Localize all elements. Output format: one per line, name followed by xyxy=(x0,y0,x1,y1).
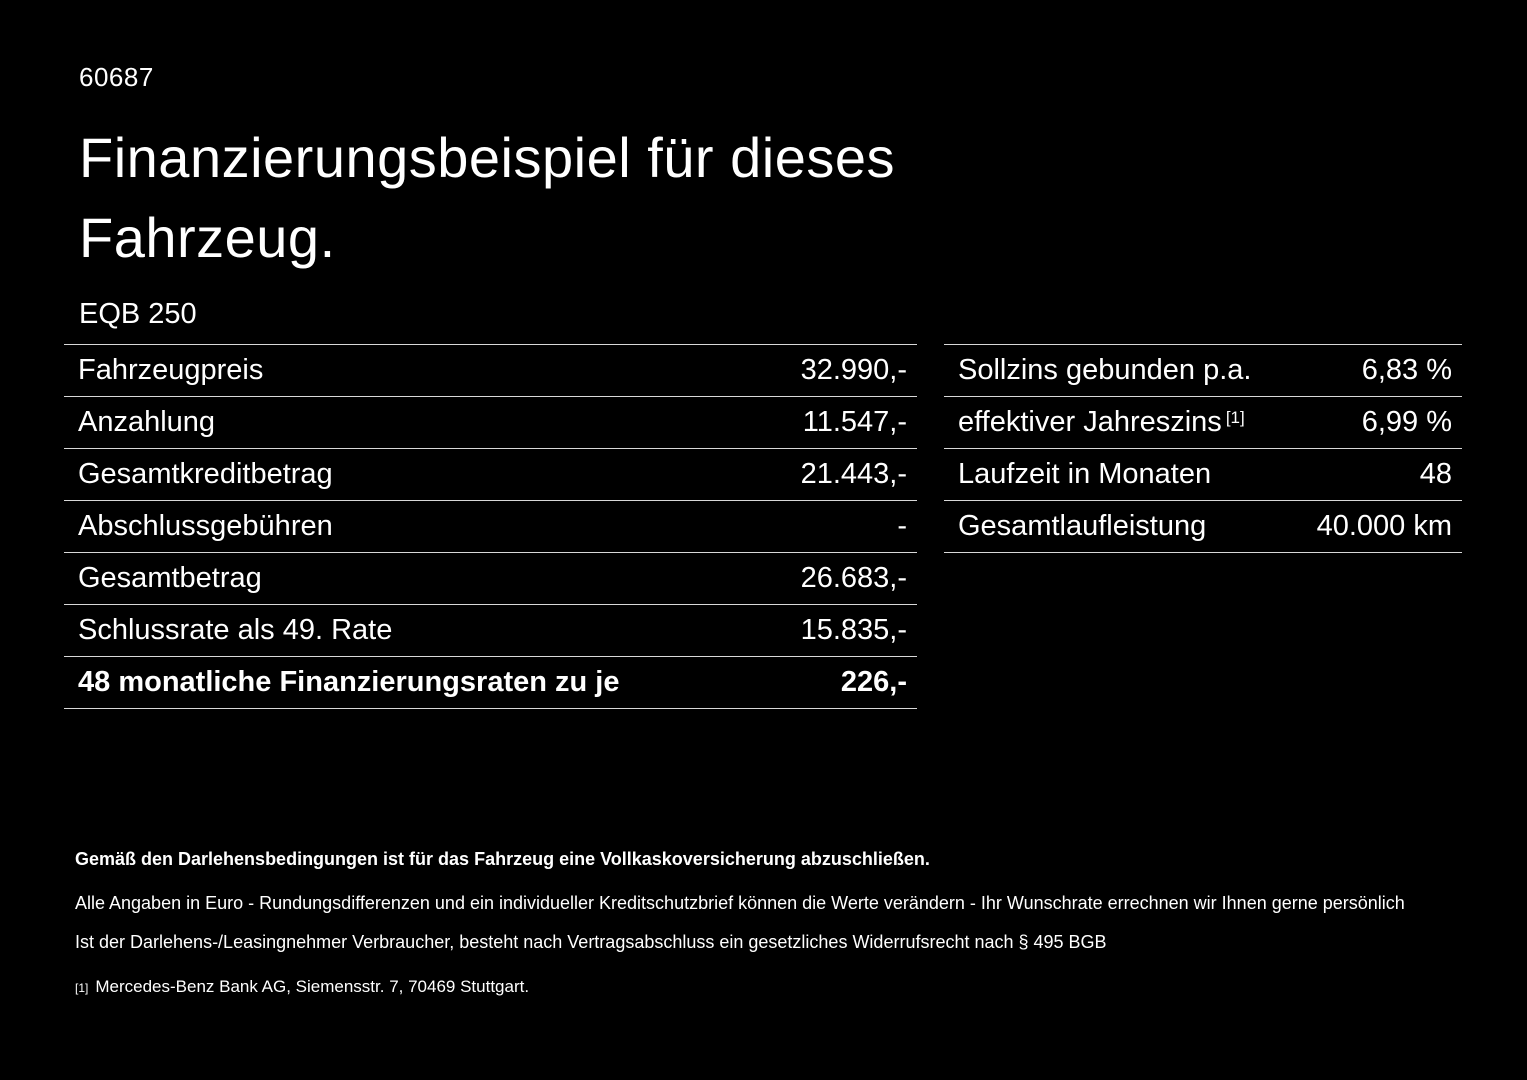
row-value: 21.443,- xyxy=(800,458,907,490)
footnote-marker: [1] xyxy=(1225,408,1245,427)
bank-footnote: [1] Mercedes-Benz Bank AG, Siemensstr. 7,… xyxy=(75,974,1455,1000)
row-label: Sollzins gebunden p.a. xyxy=(958,354,1255,387)
row-value: 26.683,- xyxy=(800,562,907,594)
withdrawal-note: Ist der Darlehens-/Leasingnehmer Verbrau… xyxy=(75,932,1107,952)
footnote-marker xyxy=(1206,512,1210,531)
row-value: 6,83 % xyxy=(1361,354,1452,386)
row-label: Anzahlung xyxy=(78,406,216,438)
row-value: 32.990,- xyxy=(800,354,907,386)
table-row: Gesamtkreditbetrag 21.443,- xyxy=(64,448,917,500)
page-id: 60687 xyxy=(79,62,154,92)
footnote-marker: [1] xyxy=(75,981,89,995)
row-label: Gesamtbetrag xyxy=(78,562,262,594)
row-value: 48 xyxy=(1419,458,1452,490)
footnote-marker xyxy=(1251,356,1255,375)
row-value: 40.000 km xyxy=(1316,510,1452,542)
footnote-marker xyxy=(1211,460,1215,479)
table-row: Fahrzeugpreis 32.990,- xyxy=(64,344,917,396)
row-value: 6,99 % xyxy=(1361,406,1452,438)
insurance-note: Gemäß den Darlehensbedingungen ist für d… xyxy=(75,849,930,869)
row-label: Gesamtlaufleistung xyxy=(958,510,1210,543)
legal-footer: Gemäß den Darlehensbedingungen ist für d… xyxy=(75,846,1455,1000)
table-row: Laufzeit in Monaten 48 xyxy=(944,448,1462,500)
financing-table: Fahrzeugpreis 32.990,- Anzahlung 11.547,… xyxy=(64,344,917,709)
page-title-line1: Finanzierungsbeispiel für dieses xyxy=(79,126,895,189)
page-title-line2: Fahrzeug. xyxy=(79,206,336,269)
table-row: Abschlussgebühren - xyxy=(64,500,917,552)
row-label: 48 monatliche Finanzierungsraten zu je xyxy=(78,666,620,698)
table-row: Schlussrate als 49. Rate 15.835,- xyxy=(64,604,917,656)
table-row-monthly-rate: 48 monatliche Finanzierungsraten zu je 2… xyxy=(64,656,917,708)
financing-tables: Fahrzeugpreis 32.990,- Anzahlung 11.547,… xyxy=(64,344,1462,709)
table-row: Sollzins gebunden p.a. 6,83 % xyxy=(944,344,1462,396)
row-label: Laufzeit in Monaten xyxy=(958,458,1215,491)
page-title: Finanzierungsbeispiel für dieses Fahrzeu… xyxy=(79,118,895,278)
bank-footnote-text: Mercedes-Benz Bank AG, Siemensstr. 7, 70… xyxy=(95,977,530,996)
table-row: effektiver Jahreszins [1] 6,99 % xyxy=(944,396,1462,448)
row-label: Schlussrate als 49. Rate xyxy=(78,614,393,646)
row-value: 11.547,- xyxy=(802,406,907,438)
row-label: effektiver Jahreszins [1] xyxy=(958,406,1245,438)
row-value: 226,- xyxy=(840,666,907,698)
conditions-table: Sollzins gebunden p.a. 6,83 % effektiver… xyxy=(944,344,1462,553)
row-label: Gesamtkreditbetrag xyxy=(78,458,333,490)
table-row: Gesamtbetrag 26.683,- xyxy=(64,552,917,604)
row-label: Abschlussgebühren xyxy=(78,510,333,542)
row-label: Fahrzeugpreis xyxy=(78,354,264,386)
row-value: - xyxy=(897,510,907,542)
table-row: Gesamtlaufleistung 40.000 km xyxy=(944,500,1462,552)
row-value: 15.835,- xyxy=(800,614,907,646)
vehicle-model: EQB 250 xyxy=(79,298,197,330)
general-note: Alle Angaben in Euro - Rundungsdifferenz… xyxy=(75,893,1405,913)
table-row: Anzahlung 11.547,- xyxy=(64,396,917,448)
